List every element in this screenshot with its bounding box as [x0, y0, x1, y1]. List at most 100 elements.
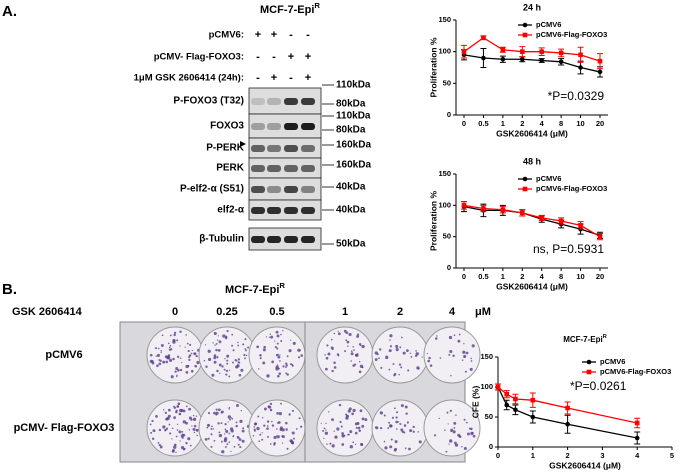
blot-band — [267, 207, 281, 214]
marker — [519, 210, 525, 216]
colony — [402, 351, 406, 355]
colony — [470, 360, 473, 362]
colony — [298, 417, 301, 420]
marker-label: 40kDa — [336, 182, 366, 193]
colony — [405, 412, 408, 415]
x-tick-label: 3 — [600, 451, 604, 460]
marker — [597, 234, 603, 239]
x-tick-label: 10 — [576, 272, 584, 281]
colony — [236, 360, 238, 362]
colony — [279, 360, 281, 362]
condition-sign: + — [305, 72, 311, 84]
marker — [500, 47, 506, 53]
colony — [291, 442, 295, 445]
colony — [178, 403, 180, 406]
dose: 1 — [342, 306, 348, 318]
colony — [339, 420, 342, 424]
colony — [237, 363, 239, 366]
title-sup: R — [603, 334, 607, 340]
colony — [226, 354, 230, 358]
colony — [322, 429, 325, 432]
marker — [500, 207, 506, 213]
colony — [187, 349, 190, 353]
colony — [390, 438, 393, 441]
chart-title: 48 h — [523, 156, 541, 166]
colony — [262, 348, 266, 352]
colony — [268, 336, 271, 338]
colony — [261, 417, 264, 419]
blot-band — [301, 207, 315, 214]
y-tick-label: 50 — [443, 78, 451, 87]
colony — [449, 349, 453, 354]
y-tick-label: 100 — [438, 47, 451, 56]
condition-sign: - — [256, 72, 260, 84]
colony — [216, 369, 219, 373]
colony — [452, 354, 455, 358]
marker — [481, 55, 486, 61]
y-axis-label: CFE (%) — [470, 386, 480, 419]
colony — [324, 367, 328, 371]
legend-marker — [522, 32, 528, 38]
colony — [216, 356, 219, 359]
colony — [388, 368, 391, 371]
well — [423, 326, 481, 384]
condition-label: pCMV- Flag-FOXO3: — [154, 52, 244, 63]
colony — [215, 413, 218, 416]
x-tick-label: 0.5 — [478, 119, 488, 128]
colony — [340, 425, 343, 428]
colony — [281, 428, 285, 432]
colony — [361, 366, 364, 369]
colony — [276, 435, 278, 437]
colony — [407, 369, 410, 372]
colony — [333, 361, 336, 365]
colony — [409, 429, 413, 433]
marker-label: 160kDa — [336, 140, 371, 151]
marker — [565, 405, 570, 411]
colony — [244, 348, 247, 350]
colony — [176, 429, 179, 431]
colony — [178, 412, 182, 416]
colony — [221, 365, 224, 368]
colony — [213, 411, 216, 415]
colony — [158, 428, 162, 432]
colony — [239, 419, 243, 423]
condition-label: pCMV6: — [209, 30, 244, 41]
blot-label: P-FOXO3 (T32) — [173, 96, 244, 107]
colony — [453, 426, 456, 429]
marker — [539, 49, 545, 54]
colony — [461, 359, 464, 361]
colony — [177, 405, 179, 407]
colony — [454, 441, 457, 445]
colony — [348, 407, 352, 411]
colony — [228, 375, 231, 378]
colony — [177, 368, 180, 372]
colony — [389, 334, 393, 338]
colony — [267, 405, 271, 408]
marker — [634, 435, 640, 441]
colony — [218, 431, 221, 434]
colony — [336, 427, 340, 431]
legend-marker — [522, 186, 528, 192]
colony — [471, 344, 475, 348]
colony — [238, 438, 242, 441]
colony — [464, 370, 467, 373]
blot-band — [301, 165, 315, 172]
colony — [379, 411, 384, 415]
colony — [214, 344, 216, 346]
colony — [426, 352, 428, 355]
colony — [225, 335, 228, 339]
colony — [262, 361, 266, 365]
colony — [217, 348, 221, 352]
colony — [406, 421, 409, 424]
colony — [221, 450, 225, 454]
marker — [500, 56, 506, 62]
title-sup: R — [279, 281, 285, 290]
colony — [172, 338, 176, 343]
colony — [188, 354, 192, 357]
colony — [156, 353, 160, 357]
colony — [326, 344, 329, 347]
colony — [291, 431, 295, 435]
colony — [383, 440, 386, 443]
colony — [448, 335, 453, 340]
y-tick-label: 0 — [447, 263, 451, 272]
